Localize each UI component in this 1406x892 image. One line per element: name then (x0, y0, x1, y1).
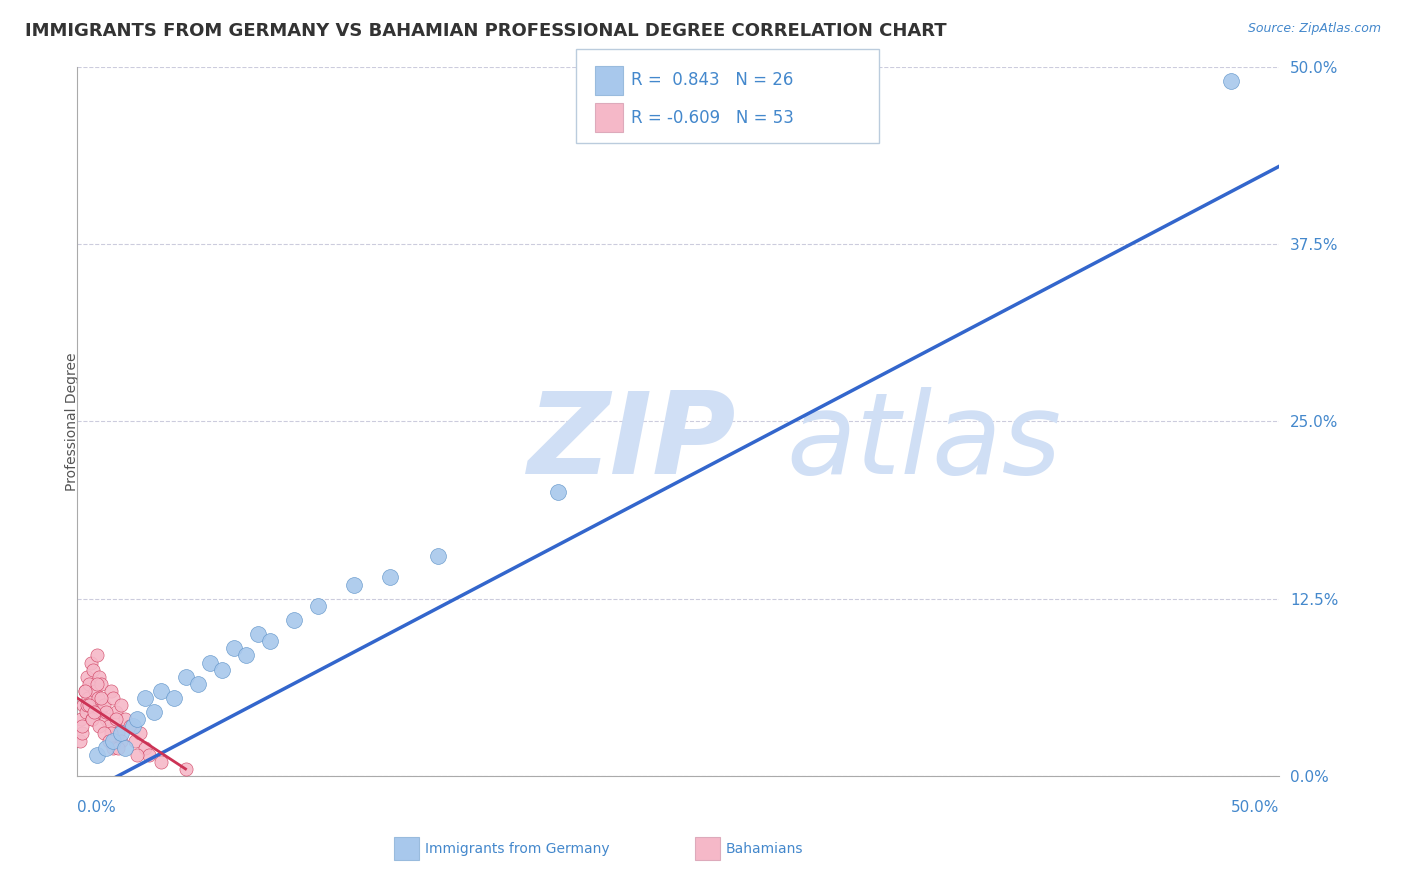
Point (87, 691, 110, 706)
Point (143, 705, 166, 719)
Point (162, 691, 184, 706)
Point (211, 663, 233, 677)
Point (96, 705, 118, 719)
Point (84, 684, 107, 698)
Point (72, 698, 94, 712)
Point (90, 677, 112, 691)
Point (89, 705, 111, 719)
Text: 50.0%: 50.0% (1232, 800, 1279, 814)
Point (83, 698, 105, 712)
Point (80, 712, 103, 726)
Point (120, 719, 142, 733)
Point (86, 677, 108, 691)
Point (1220, 74, 1243, 88)
Point (103, 691, 125, 706)
Point (547, 485, 569, 500)
Point (79, 677, 101, 691)
Point (79, 698, 101, 712)
Point (121, 719, 143, 733)
Point (307, 599, 329, 613)
Point (235, 648, 257, 663)
Point (110, 726, 132, 740)
Point (87, 670, 110, 684)
Point (87, 719, 110, 733)
Text: IMMIGRANTS FROM GERMANY VS BAHAMIAN PROFESSIONAL DEGREE CORRELATION CHART: IMMIGRANTS FROM GERMANY VS BAHAMIAN PROF… (25, 22, 946, 40)
Point (107, 740, 129, 755)
Point (100, 684, 122, 698)
Point (69, 733, 91, 747)
Point (80, 712, 103, 726)
Point (79, 656, 101, 670)
Point (73, 684, 96, 698)
Point (124, 733, 146, 747)
Point (97, 719, 120, 733)
Point (104, 712, 127, 726)
Point (134, 691, 156, 706)
Point (343, 577, 366, 591)
Point (86, 648, 108, 663)
Point (96, 740, 118, 755)
Point (150, 684, 173, 698)
Point (150, 755, 173, 769)
Point (127, 747, 149, 762)
Text: ZIP: ZIP (529, 387, 737, 499)
Point (187, 677, 209, 691)
Text: R =  0.843   N = 26: R = 0.843 N = 26 (631, 71, 793, 89)
Point (77, 691, 100, 706)
Y-axis label: Professional Degree: Professional Degree (65, 352, 79, 491)
Point (103, 733, 125, 747)
Point (114, 712, 136, 726)
Point (128, 726, 150, 740)
Point (110, 698, 132, 712)
Point (174, 670, 197, 684)
Point (259, 634, 281, 648)
Point (75, 705, 97, 719)
Point (378, 570, 401, 584)
Point (138, 747, 160, 762)
Point (283, 613, 305, 627)
Point (174, 762, 197, 776)
Point (82, 663, 104, 677)
Point (110, 733, 132, 747)
Text: R = -0.609   N = 53: R = -0.609 N = 53 (631, 109, 794, 127)
Point (73, 684, 96, 698)
Point (127, 712, 149, 726)
Point (76, 670, 98, 684)
Point (103, 740, 125, 755)
Point (100, 726, 122, 740)
Point (70, 726, 93, 740)
Point (134, 740, 156, 755)
Point (93, 726, 115, 740)
Point (93, 698, 115, 712)
Point (96, 712, 118, 726)
Point (97, 733, 120, 747)
Point (90, 691, 112, 706)
Point (107, 726, 129, 740)
Point (86, 747, 108, 762)
Point (222, 641, 245, 656)
Point (198, 656, 221, 670)
Text: Bahamians: Bahamians (725, 842, 803, 856)
Point (76, 698, 98, 712)
Point (70, 712, 93, 726)
Text: Source: ZipAtlas.com: Source: ZipAtlas.com (1247, 22, 1381, 36)
Point (70, 719, 93, 733)
Text: 0.0%: 0.0% (77, 800, 117, 814)
Point (427, 549, 450, 564)
Text: atlas: atlas (786, 387, 1062, 499)
Point (114, 740, 136, 755)
Point (83, 705, 105, 719)
Point (246, 627, 269, 641)
Text: Immigrants from Germany: Immigrants from Germany (425, 842, 609, 856)
Point (104, 705, 127, 719)
